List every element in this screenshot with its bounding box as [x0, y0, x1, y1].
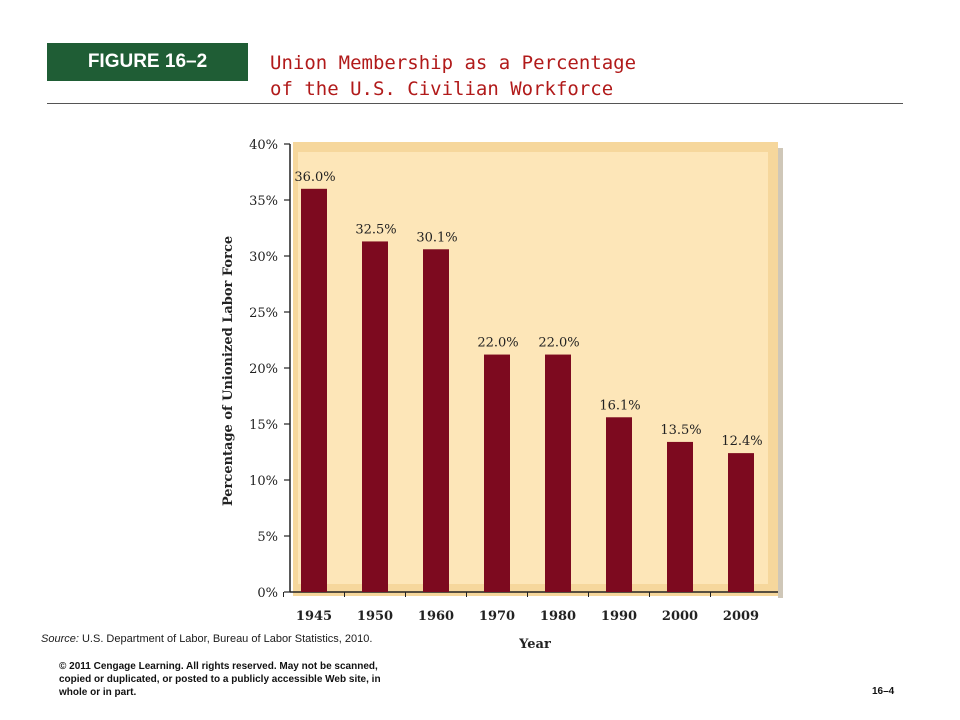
- bar-1950: [362, 241, 388, 592]
- copyright-line-2: copied or duplicated, or posted to a pub…: [59, 674, 381, 685]
- plot-shadow: [778, 148, 783, 598]
- y-axis-label: Percentage of Unionized Labor Force: [221, 236, 236, 506]
- copyright-notice: © 2011 Cengage Learning. All rights rese…: [59, 660, 479, 699]
- bar-1960: [423, 249, 449, 592]
- bar-1990: [606, 417, 632, 592]
- copyright-line-1: © 2011 Cengage Learning. All rights rese…: [59, 661, 378, 672]
- y-tick-label: 10%: [249, 474, 278, 489]
- y-tick-label: 15%: [249, 418, 278, 433]
- bar-1980: [545, 354, 571, 592]
- y-tick-label: 0%: [257, 586, 278, 601]
- source-text: U.S. Department of Labor, Bureau of Labo…: [81, 633, 373, 645]
- figure-badge-label: FIGURE 16–2: [87, 51, 208, 72]
- data-label-1980: 22.0%: [538, 336, 579, 351]
- figure-title-line-2: of the U.S. Civilian Workforce: [270, 78, 614, 100]
- y-tick-label: 20%: [249, 362, 278, 377]
- data-label-2009: 12.4%: [721, 434, 762, 449]
- y-tick-label: 5%: [257, 530, 278, 545]
- y-tick-label: 40%: [249, 138, 278, 153]
- bar-1970: [484, 354, 510, 592]
- data-label-1945: 36.0%: [294, 170, 335, 185]
- x-tick-label-2009: 2009: [723, 609, 759, 624]
- data-label-2000: 13.5%: [660, 423, 701, 438]
- data-label-1970: 22.0%: [477, 336, 518, 351]
- source-note: Source: U.S. Department of Labor, Bureau…: [41, 633, 372, 645]
- x-tick-label-1960: 1960: [418, 609, 454, 624]
- bar-1945: [301, 188, 327, 593]
- x-tick-label-1990: 1990: [601, 609, 637, 624]
- data-label-1950: 32.5%: [355, 222, 396, 237]
- copyright-line-3: whole or in part.: [59, 687, 137, 698]
- title-divider: [47, 103, 903, 104]
- data-label-1960: 30.1%: [416, 230, 457, 245]
- data-label-1990: 16.1%: [599, 398, 640, 413]
- x-tick-label-1950: 1950: [357, 609, 393, 624]
- x-tick-label-1945: 1945: [296, 609, 332, 624]
- y-tick-label: 30%: [249, 250, 278, 265]
- x-tick-label-1980: 1980: [540, 609, 576, 624]
- page-number: 16–4: [872, 686, 895, 697]
- y-tick-label: 25%: [249, 306, 278, 321]
- figure-title: Union Membership as a Percentage of the …: [270, 50, 830, 102]
- x-tick-label-2000: 2000: [662, 609, 698, 624]
- source-label: Source:: [41, 633, 79, 645]
- bar-2009: [728, 453, 754, 592]
- figure-title-line-1: Union Membership as a Percentage: [270, 52, 637, 74]
- x-axis-label: Year: [518, 637, 551, 652]
- bar-2000: [667, 441, 693, 592]
- y-tick-label: 35%: [249, 194, 278, 209]
- figure-badge: FIGURE 16–2: [47, 43, 248, 81]
- x-tick-label-1970: 1970: [479, 609, 515, 624]
